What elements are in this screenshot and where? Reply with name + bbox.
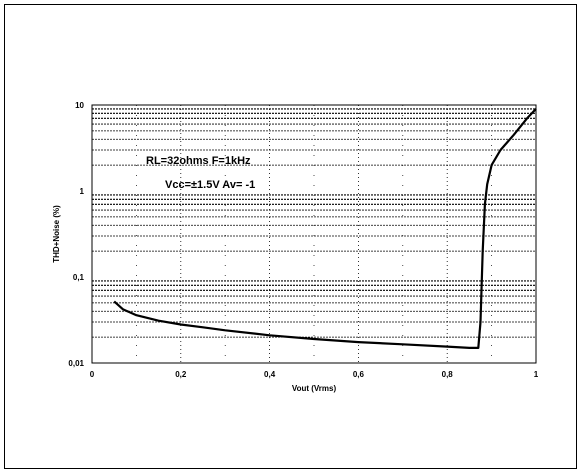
- x-tick-label: 0,2: [175, 370, 187, 379]
- series-layer: [113, 108, 537, 349]
- thd-noise-chart: 0 0,2 0,4 0,6 0,8 1 0,01 0,1 1 10 Vout (Vrms) TH…: [52, 101, 539, 393]
- y-axis-label: THD+Noise (%): [52, 205, 61, 263]
- annotation-supply-gain: Vcc=±1.5V Av= -1: [165, 179, 255, 191]
- x-axis-label: Vout (Vrms): [292, 384, 337, 393]
- plot-border: [91, 104, 537, 364]
- x-tick-label: 0,8: [442, 370, 454, 379]
- x-tick-labels: 0 0,2 0,4 0,6 0,8 1: [90, 370, 539, 379]
- y-tick-label: 0,1: [73, 273, 85, 282]
- chart-frame: 0 0,2 0,4 0,6 0,8 1 0,01 0,1 1 10 Vout (Vrms) TH…: [4, 4, 577, 469]
- annotation-load-frequency: RL=32ohms F=1kHz: [146, 155, 251, 167]
- x-tick-label: 1: [534, 370, 539, 379]
- y-tick-labels: 0,01 0,1 1 10: [68, 101, 84, 368]
- y-tick-label: 1: [80, 187, 85, 196]
- series-line-0: [113, 108, 537, 349]
- x-tick-label: 0,6: [353, 370, 365, 379]
- grid: [92, 105, 536, 363]
- x-tick-label: 0: [90, 370, 95, 379]
- x-tick-label: 0,4: [264, 370, 276, 379]
- y-tick-label: 10: [75, 101, 84, 110]
- y-tick-label: 0,01: [68, 359, 84, 368]
